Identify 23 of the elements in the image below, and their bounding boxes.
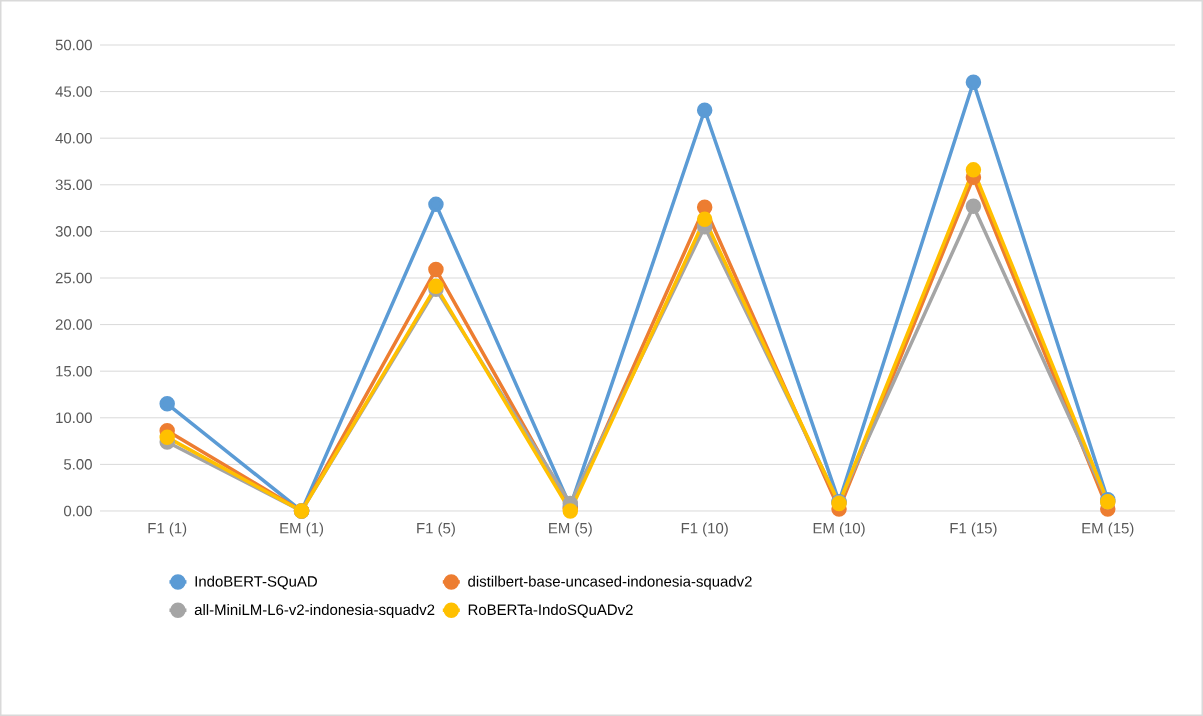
legend-label: all-MiniLM-L6-v2-indonesia-squadv2 (194, 604, 435, 618)
y-tick-label: 20.00 (55, 319, 92, 330)
x-tick-label: F1 (15) (950, 522, 997, 537)
legend-label: IndoBERT-SQuAD (195, 575, 317, 590)
y-tick-label: 0.00 (63, 505, 92, 517)
y-tick-label: 35.00 (55, 179, 92, 191)
legend-label: RoBERTa-IndoSQuADv2 (468, 604, 633, 618)
x-tick-label: EM (15) (1082, 522, 1134, 537)
x-tick-label: F1 (10) (681, 522, 728, 537)
x-tick-label: EM (1) (280, 522, 324, 537)
y-tick-label: 45.00 (55, 86, 92, 97)
y-tick-label: 10.00 (56, 412, 92, 424)
x-tick-label: EM (10) (813, 522, 865, 537)
y-tick-label: 40.00 (55, 132, 92, 144)
y-tick-label: 25.00 (55, 272, 92, 284)
y-tick-label: 5.00 (64, 459, 92, 470)
y-tick-label: 15.00 (56, 365, 92, 377)
x-tick-label: F1 (5) (417, 522, 455, 537)
x-tick-label: F1 (1) (148, 522, 187, 537)
y-tick-label: 50.00 (55, 39, 92, 51)
x-tick-label: EM (5) (549, 522, 592, 537)
legend-label: distilbert-base-uncased-indonesia-squadv2 (468, 575, 752, 590)
y-tick-label: 30.00 (55, 226, 92, 237)
